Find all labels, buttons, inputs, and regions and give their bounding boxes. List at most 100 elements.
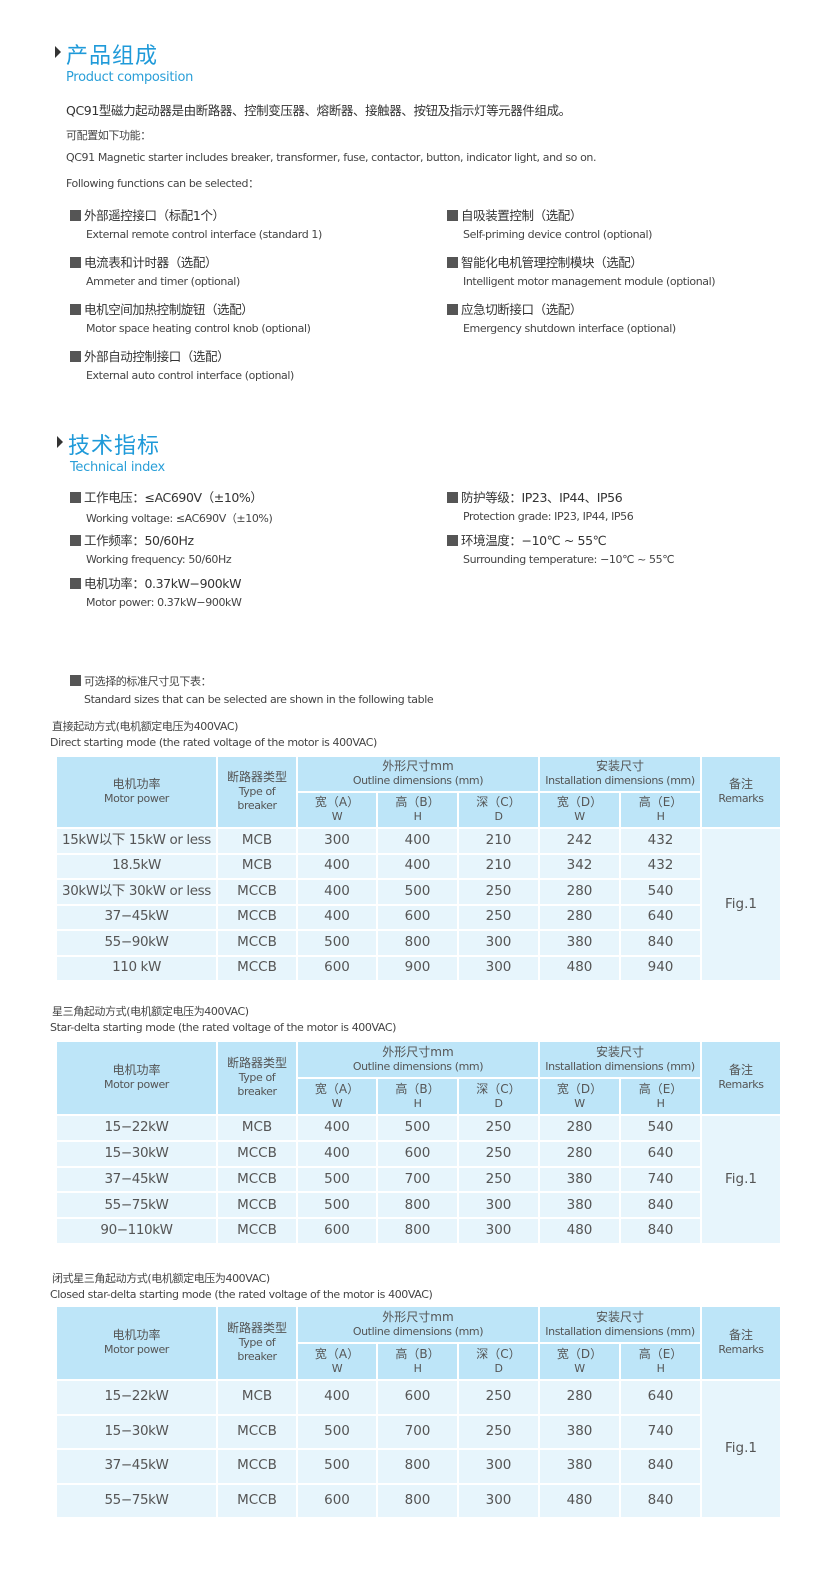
table-cell: 280 <box>538 1114 621 1142</box>
table-caption-cn: 直接起动方式(电机额定电压为400VAC) <box>52 720 239 733</box>
table-cell: 250 <box>457 903 540 931</box>
table-cell: MCB <box>216 1379 298 1416</box>
table-cell: MCB <box>216 852 298 880</box>
table-cell: 210 <box>457 852 540 880</box>
header-sub-dimension: 宽（D） W <box>538 791 621 829</box>
table-cell: 380 <box>538 929 621 957</box>
remark-cell: Fig.1 <box>700 827 783 982</box>
table-cell: 600 <box>296 1217 378 1245</box>
table-row: 90−110kW MCCB 600 800 300 480 840 <box>55 1217 781 1245</box>
table-cell: 18.5kW <box>55 852 218 880</box>
feature-item-en: Working frequency: 50/60Hz <box>86 553 232 566</box>
header-motor-power: 电机功率 Motor power <box>55 1040 218 1116</box>
table-cell: 380 <box>538 1191 621 1220</box>
table-cell: MCCB <box>216 1217 298 1245</box>
table-cell: 242 <box>538 827 621 855</box>
feature-item-en: Ammeter and timer (optional) <box>86 275 240 288</box>
header-sub-dimension: 高（B） H <box>376 1342 459 1381</box>
table-cell: MCCB <box>216 1191 298 1220</box>
table-cell: 210 <box>457 827 540 855</box>
bullet-square-icon <box>70 535 81 546</box>
feature-item: 外部自动控制接口（选配） <box>70 346 230 365</box>
table-cell: 800 <box>376 1448 459 1485</box>
table-cell: 400 <box>296 1139 378 1168</box>
table-cell: 110 kW <box>55 954 218 982</box>
feature-item: 环境温度：−10℃ ~ 55℃ <box>447 530 607 549</box>
table-cell: 280 <box>538 878 621 906</box>
table-cell: 15−22kW <box>55 1114 218 1142</box>
header-motor-power: 电机功率 Motor power <box>55 1305 218 1381</box>
table-cell: MCCB <box>216 1482 298 1519</box>
table-row: 30kW以下 30kW or less MCCB 400 500 250 280 540 <box>55 878 781 906</box>
table-cell: 800 <box>376 929 459 957</box>
table-cell: 15kW以下 15kW or less <box>55 827 218 855</box>
table-cell: 600 <box>376 1379 459 1416</box>
header-remarks: 备注 Remarks <box>700 1040 783 1116</box>
table-cell: 840 <box>618 929 703 957</box>
table-cell: 55−75kW <box>55 1482 218 1519</box>
table-cell: 37−45kW <box>55 1165 218 1194</box>
section-arrow-icon <box>57 436 63 448</box>
header-sub-dimension: 宽（A） W <box>296 1077 378 1116</box>
table-cell: 15−30kW <box>55 1139 218 1168</box>
table-cell: 300 <box>457 1482 540 1519</box>
feature-item: 自吸装置控制（选配） <box>447 205 582 224</box>
header-sub-dimension: 高（B） H <box>376 1077 459 1116</box>
remark-cell: Fig.1 <box>700 1114 783 1245</box>
table-cell: 380 <box>538 1165 621 1194</box>
config-en: Following functions can be selected： <box>66 177 259 190</box>
bullet-square-icon <box>70 578 81 589</box>
table-cell: MCCB <box>216 1413 298 1450</box>
feature-item-en: Protection grade: IP23, IP44, IP56 <box>463 510 634 523</box>
header-breaker-type: 断路器类型 Type of breaker <box>216 1040 298 1116</box>
feature-item: 工作电压：≤AC690V（±10%） <box>70 487 263 506</box>
table-cell: 900 <box>376 954 459 982</box>
header-motor-power: 电机功率 Motor power <box>55 755 218 829</box>
table-cell: 250 <box>457 1114 540 1142</box>
table-row: 55−75kW MCCB 600 800 300 480 840 <box>55 1482 781 1519</box>
table-cell: 480 <box>538 954 621 982</box>
header-sub-dimension: 深（C） D <box>457 1077 540 1116</box>
header-breaker-type: 断路器类型 Type of breaker <box>216 1305 298 1381</box>
table-cell: 800 <box>376 1482 459 1519</box>
table-cell: 250 <box>457 878 540 906</box>
header-remarks: 备注 Remarks <box>700 755 783 829</box>
bullet-square-icon <box>447 210 458 221</box>
table-cell: 940 <box>618 954 703 982</box>
table-cell: 500 <box>296 1413 378 1450</box>
bullet-square-icon <box>447 492 458 503</box>
bullet-square-icon <box>447 304 458 315</box>
table-row: 15−22kW MCB 400 500 250 280 540 Fig.1 <box>55 1114 783 1245</box>
table-cell: 15−22kW <box>55 1379 218 1416</box>
table-cell: 600 <box>296 1482 378 1519</box>
header-sub-dimension: 深（C） D <box>457 1342 540 1381</box>
table-cell: 540 <box>618 878 703 906</box>
table-cell: 380 <box>538 1448 621 1485</box>
composition-title: 产品组成 <box>66 44 159 69</box>
remark-cell: Fig.1 <box>700 1379 783 1519</box>
header-sub-dimension: 宽（A） W <box>296 1342 378 1381</box>
table-cell: 300 <box>457 1191 540 1220</box>
table-cell: 250 <box>457 1165 540 1194</box>
table-cell: MCCB <box>216 903 298 931</box>
table-cell: 300 <box>457 929 540 957</box>
table-cell: 280 <box>538 1139 621 1168</box>
sizes-note-en: Standard sizes that can be selected are … <box>84 693 434 706</box>
header-sub-dimension: 深（C） D <box>457 791 540 829</box>
dimension-table: 电机功率 Motor power 断路器类型 Type of breaker 外形尺… <box>55 1040 783 1245</box>
table-cell: 480 <box>538 1217 621 1245</box>
table-cell: MCB <box>216 827 298 855</box>
dimension-table: 电机功率 Motor power 断路器类型 Type of breaker 外形尺… <box>55 1305 783 1519</box>
header-sub-dimension: 高（B） H <box>376 791 459 829</box>
feature-item-en: Self-priming device control (optional) <box>463 228 653 241</box>
feature-item: 电机功率：0.37kW−900kW <box>70 573 241 592</box>
header-installation-dimensions: 安装尺寸 Installation dimensions (mm) <box>537 1040 703 1079</box>
header-sub-dimension: 高（E） H <box>618 1342 703 1381</box>
section-arrow-icon <box>55 46 61 58</box>
feature-item: 应急切断接口（选配） <box>447 299 582 318</box>
table-row: 15−30kW MCCB 400 600 250 280 640 <box>55 1139 781 1168</box>
feature-item-en: External remote control interface (stand… <box>86 228 322 241</box>
table-cell: 280 <box>538 903 621 931</box>
table-cell: 600 <box>376 1139 459 1168</box>
table-cell: 37−45kW <box>55 1448 218 1485</box>
